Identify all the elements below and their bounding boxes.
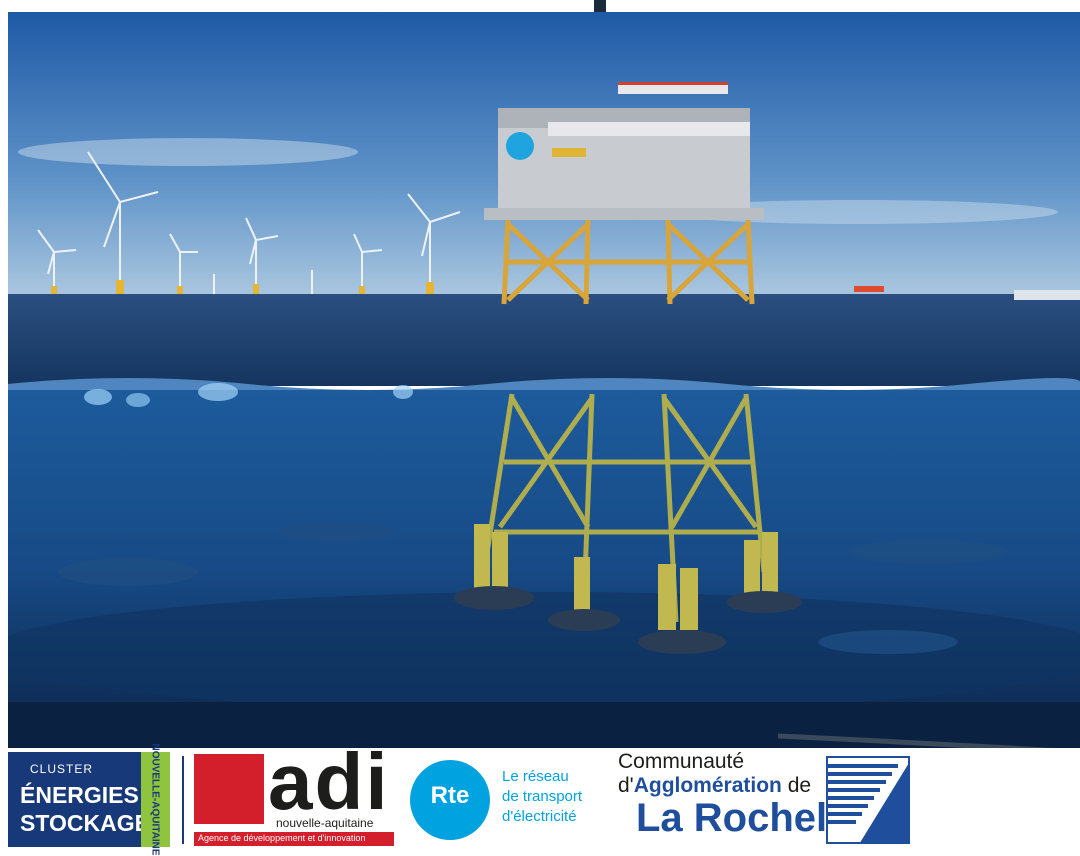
- cluster-energies-stockage-logo: CLUSTER ÉNERGIES STOCKAGE NOUVELLE-AQUIT…: [8, 743, 170, 856]
- adi-wordmark: adi: [268, 737, 390, 826]
- title-fragment: [594, 0, 606, 12]
- cda-line-1: Communauté: [618, 750, 745, 773]
- partner-logos-bar: CLUSTER ÉNERGIES STOCKAGE NOUVELLE-AQUIT…: [0, 737, 1080, 856]
- offshore-scene-image: [8, 12, 1080, 748]
- rte-line-1: Le réseau: [502, 768, 569, 785]
- cluster-stockage-label: STOCKAGE: [20, 810, 150, 836]
- rte-line-3: d'électricité: [502, 808, 577, 825]
- adi-tagline: Agence de développement et d'innovation: [198, 833, 366, 843]
- adi-subtitle: nouvelle-aquitaine: [276, 816, 374, 830]
- logo-divider: [182, 756, 184, 844]
- adi-logo: adi nouvelle-aquitaine Agence de dévelop…: [194, 737, 394, 846]
- rte-mark: Rte: [430, 782, 470, 809]
- cda-line-2: d'Agglomération de: [618, 774, 812, 797]
- rte-line-2: de transport: [502, 788, 583, 805]
- cluster-label: CLUSTER: [30, 762, 94, 776]
- cluster-energies-label: ÉNERGIES: [20, 782, 139, 808]
- adi-pattern-icon: [194, 754, 264, 824]
- rte-logo: Rte Le réseau de transport d'électricité: [410, 760, 610, 844]
- la-rochelle-agglomeration-logo: Communauté d'Agglomération de La Rochell…: [614, 750, 914, 846]
- cda-stripes-icon: [826, 756, 910, 844]
- cluster-region-label: NOUVELLE-AQUITAINE: [150, 743, 162, 856]
- cda-line-3: La Rochelle: [636, 796, 861, 840]
- rte-circle-icon: [410, 760, 490, 840]
